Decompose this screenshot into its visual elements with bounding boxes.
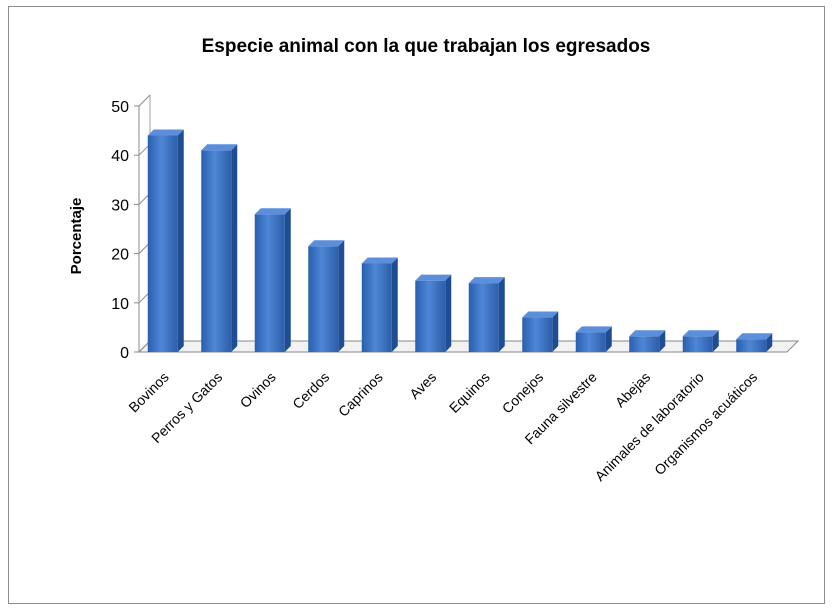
y-tick-label: 10: [111, 296, 129, 313]
bar-front: [682, 336, 713, 352]
bar-top: [468, 277, 505, 284]
bar-front: [308, 246, 339, 352]
x-tick-label: Abejas: [612, 369, 654, 411]
x-tick-label: Equinos: [446, 369, 493, 416]
x-tick-label: Animales de laboratorio: [592, 369, 707, 484]
bar-side: [338, 240, 345, 352]
bar-top: [201, 144, 238, 151]
bar-8: [575, 326, 612, 352]
bar-front: [736, 339, 767, 352]
bar-top: [415, 274, 452, 281]
bar-3: [308, 240, 345, 352]
bar-chart: Especie animal con la que trabajan los e…: [68, 36, 800, 484]
bar-front: [468, 283, 499, 352]
bar-side: [284, 208, 291, 352]
bar-front: [522, 317, 553, 352]
bar-side: [177, 129, 184, 352]
bar-front: [629, 336, 660, 352]
bar-4: [361, 257, 398, 352]
x-tick-label: Conejos: [499, 369, 547, 417]
bar-side: [391, 257, 398, 352]
bar-top: [736, 333, 773, 340]
bar-side: [498, 277, 505, 352]
x-tick-label: Bovinos: [125, 369, 172, 416]
bar-front: [254, 214, 285, 352]
x-tick-label: Cerdos: [289, 369, 332, 412]
x-tick-label: Aves: [406, 369, 439, 402]
bar-5: [415, 274, 452, 352]
bar-side: [659, 330, 666, 352]
bar-front: [361, 263, 392, 352]
bar-top: [629, 330, 666, 337]
y-tick-label: 20: [111, 247, 129, 264]
bar-11: [736, 333, 773, 352]
x-tick-label: Caprinos: [335, 369, 386, 420]
y-axis-label: Porcentaje: [68, 198, 85, 275]
bar-9: [629, 330, 666, 352]
x-tick-label: Organismos acuáticos: [651, 369, 760, 478]
bar-top: [682, 330, 719, 337]
x-tick-label: Ovinos: [237, 369, 279, 411]
bar-front: [147, 135, 178, 352]
bar-top: [308, 240, 345, 247]
bar-top: [522, 311, 559, 318]
y-tick-label: 0: [120, 345, 129, 362]
y-tick-label: 50: [111, 99, 129, 116]
bar-front: [415, 280, 446, 352]
bar-2: [254, 208, 291, 352]
bar-side: [712, 330, 719, 352]
bar-side: [445, 274, 452, 352]
bar-top: [361, 257, 398, 264]
bar-front: [201, 150, 232, 352]
bar-front: [575, 332, 606, 352]
bar-top: [254, 208, 291, 215]
bar-6: [468, 277, 505, 352]
bar-0: [147, 129, 184, 352]
chart-title: Especie animal con la que trabajan los e…: [202, 36, 651, 57]
bar-side: [231, 144, 238, 352]
y-tick-depth: [138, 94, 151, 107]
y-tick-label: 30: [111, 197, 129, 214]
bar-1: [201, 144, 238, 352]
bar-top: [575, 326, 612, 333]
bar-side: [766, 333, 773, 352]
bar-side: [552, 311, 559, 352]
chart-frame: Especie animal con la que trabajan los e…: [8, 6, 825, 604]
bar-10: [682, 330, 719, 352]
bar-7: [522, 311, 559, 352]
bar-top: [147, 129, 184, 136]
bar-side: [605, 326, 612, 352]
y-tick-label: 40: [111, 148, 129, 165]
